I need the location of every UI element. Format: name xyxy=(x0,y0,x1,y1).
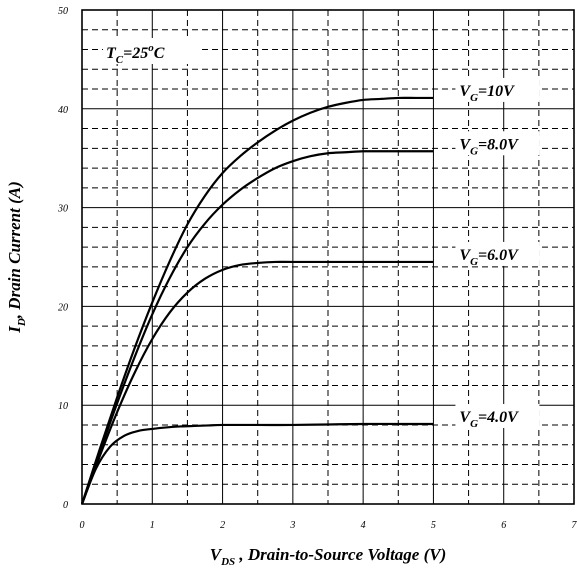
annotation-sup: o xyxy=(148,42,154,54)
series-line-1 xyxy=(80,150,434,505)
y-axis-title-sub: D xyxy=(16,318,28,327)
annotation-rest: =25 xyxy=(123,45,148,62)
y-tick-label: 10 xyxy=(58,401,68,412)
y-tick-label: 50 xyxy=(58,6,68,17)
svg-text:VG=4.0V: VG=4.0V xyxy=(459,409,519,430)
svg-text:TC=25oC: TC=25oC xyxy=(106,42,165,66)
series-label-0: VG=10V xyxy=(455,77,540,104)
tick-labels: 0 1 2 3 4 5 6 7 0 10 20 30 40 50 xyxy=(57,6,577,531)
y-axis-title-rest: , Drain Current (A) xyxy=(5,181,24,319)
x-axis-title-sub: DS xyxy=(220,556,235,568)
svg-text:VG=8.0V: VG=8.0V xyxy=(459,136,519,157)
series-label-2: VG=6.0V xyxy=(455,241,540,268)
svg-text:VG=6.0V: VG=6.0V xyxy=(459,247,519,268)
annotation-sub: C xyxy=(116,54,124,66)
svg-text:VG=10V: VG=10V xyxy=(459,83,515,104)
y-axis-title-main: I xyxy=(5,325,24,334)
x-tick-label: 0 xyxy=(80,520,85,531)
x-tick-label: 4 xyxy=(361,520,366,531)
curve-labels: VG=10V VG=8.0V VG=6.0V VG=4.0V xyxy=(455,77,540,430)
annotation-main: T xyxy=(106,45,117,62)
series-line-2 xyxy=(80,260,434,505)
series-line-3 xyxy=(80,422,434,505)
x-axis-title-main: V xyxy=(210,545,223,564)
plot-frame xyxy=(81,9,575,505)
y-tick-label: 20 xyxy=(58,302,68,313)
series-label-3: VG=4.0V xyxy=(455,403,540,430)
x-axis-title: VDS , Drain-to-Source Voltage (V) xyxy=(210,545,447,568)
y-tick-label: 30 xyxy=(57,204,68,215)
x-tick-label: 1 xyxy=(150,520,155,531)
x-tick-label: 3 xyxy=(289,520,295,531)
series-line-0 xyxy=(80,96,434,505)
curves xyxy=(80,96,434,505)
x-tick-label: 6 xyxy=(501,520,506,531)
temperature-annotation: TC=25oC xyxy=(103,38,201,66)
x-tick-label: 2 xyxy=(220,520,225,531)
x-tick-label: 5 xyxy=(431,520,436,531)
annotation-unit: C xyxy=(154,45,165,62)
x-axis-title-rest: , Drain-to-Source Voltage (V) xyxy=(235,545,446,564)
series-label-1: VG=8.0V xyxy=(455,131,540,157)
x-tick-label: 7 xyxy=(572,520,577,531)
y-tick-label: 40 xyxy=(58,105,68,116)
y-tick-label: 0 xyxy=(63,500,68,511)
y-axis-title: ID, Drain Current (A) xyxy=(5,181,28,334)
